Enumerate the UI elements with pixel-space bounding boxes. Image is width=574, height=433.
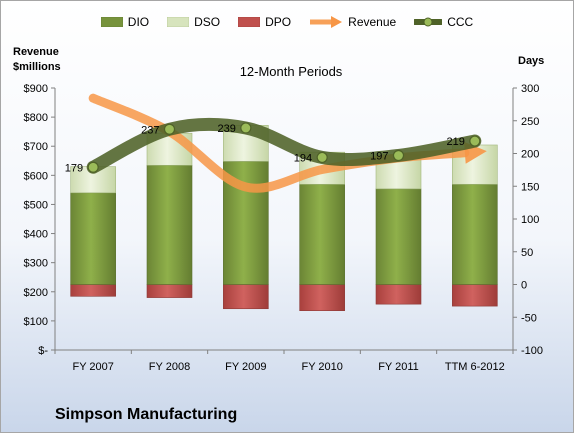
ccc-point xyxy=(469,135,481,147)
legend-item-dpo: DPO xyxy=(238,15,291,29)
left-tick-label: $100 xyxy=(24,316,48,328)
ccc-data-label: 197 xyxy=(370,150,388,162)
right-axis-title: Days xyxy=(518,55,545,67)
legend-swatch-dpo xyxy=(238,17,261,27)
left-tick-label: $- xyxy=(38,345,48,357)
left-axis-title-line2: $millions xyxy=(13,61,61,73)
ccc-point xyxy=(87,161,99,173)
chart-legend: DIO DSO DPO Revenue CCC xyxy=(1,11,573,33)
legend-item-dso: DSO xyxy=(167,15,220,29)
ccc-data-label: 237 xyxy=(141,124,159,136)
bar-dpo xyxy=(299,284,345,312)
left-tick-label: $400 xyxy=(24,229,48,241)
right-tick-label: -50 xyxy=(521,312,537,324)
right-tick-label: 200 xyxy=(521,149,539,161)
legend-swatch-dio xyxy=(100,17,123,27)
ccc-point xyxy=(240,122,252,134)
ccc-point xyxy=(163,123,176,135)
legend-label-dpo: DPO xyxy=(265,15,292,29)
chart-subtitle: 12-Month Periods xyxy=(239,64,343,79)
right-tick-label: 300 xyxy=(521,83,539,95)
ccc-data-label: 194 xyxy=(294,152,312,164)
left-tick-label: $500 xyxy=(24,199,48,211)
ccc-data-label: 219 xyxy=(446,136,464,148)
bar-dpo xyxy=(375,284,422,305)
left-tick-label: $200 xyxy=(24,287,48,299)
right-tick-label: 50 xyxy=(521,247,533,259)
x-tick-label: FY 2008 xyxy=(149,361,190,373)
bar-dpo xyxy=(452,284,498,307)
x-tick-label: FY 2007 xyxy=(72,361,113,373)
legend-swatch-dso xyxy=(167,17,190,27)
x-tick-label: FY 2010 xyxy=(301,361,342,373)
x-tick-label: FY 2009 xyxy=(225,361,266,373)
right-tick-label: 250 xyxy=(521,116,539,128)
bar-dio xyxy=(452,183,498,285)
x-tick-label: TTM 6-2012 xyxy=(445,361,505,373)
legend-swatch-revenue xyxy=(310,16,343,28)
legend-label-ccc: CCC xyxy=(447,15,474,29)
left-tick-label: $900 xyxy=(24,83,48,95)
right-tick-label: 0 xyxy=(521,280,527,292)
legend-label-revenue: Revenue xyxy=(348,15,397,29)
bar-dpo xyxy=(146,284,193,298)
bar-dio xyxy=(299,183,345,285)
bar-dio xyxy=(146,164,193,285)
left-tick-label: $700 xyxy=(24,141,48,153)
company-name: Simpson Manufacturing xyxy=(55,406,238,423)
right-tick-label: 100 xyxy=(521,214,539,226)
legend-item-revenue: Revenue xyxy=(309,15,396,29)
x-tick-label: FY 2011 xyxy=(378,361,419,373)
legend-label-dio: DIO xyxy=(127,15,150,29)
right-tick-label: -100 xyxy=(521,345,543,357)
bar-dio xyxy=(70,192,116,285)
legend-item-dio: DIO xyxy=(100,15,150,29)
ccc-data-label: 179 xyxy=(65,162,83,174)
right-tick-label: 150 xyxy=(521,181,539,193)
left-axis-title: Revenue $millions xyxy=(13,45,61,75)
legend-item-ccc: CCC xyxy=(414,15,473,29)
ccc-point xyxy=(392,149,405,162)
legend-swatch-ccc xyxy=(414,17,443,27)
bar-dio xyxy=(375,188,422,285)
left-tick-label: $600 xyxy=(24,170,48,182)
ccc-data-label: 239 xyxy=(217,123,235,135)
bar-dpo xyxy=(70,284,116,297)
left-tick-label: $300 xyxy=(24,258,48,270)
ccc-point xyxy=(316,151,328,164)
left-tick-label: $800 xyxy=(24,112,48,124)
left-axis-title-line1: Revenue xyxy=(13,46,59,58)
legend-label-dso: DSO xyxy=(194,15,221,29)
bar-dpo xyxy=(223,284,269,310)
